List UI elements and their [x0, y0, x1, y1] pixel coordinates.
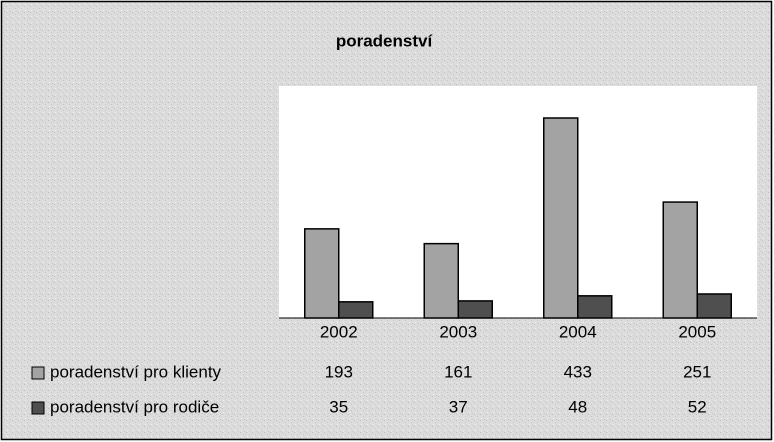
- bar: [577, 295, 613, 319]
- x-tick-label: 2002: [320, 322, 358, 341]
- bar: [543, 117, 579, 319]
- bar: [696, 293, 732, 319]
- table-value: 37: [449, 397, 468, 416]
- x-tick-label: 2003: [439, 322, 477, 341]
- table-value: 251: [683, 362, 711, 381]
- x-tick-label: 2005: [678, 322, 716, 341]
- bar: [662, 201, 698, 319]
- bar: [457, 300, 493, 319]
- legend-key: [31, 366, 45, 380]
- bar: [423, 242, 459, 319]
- bar: [338, 301, 374, 319]
- legend-label: poradenství pro rodiče: [50, 397, 219, 416]
- table-value: 48: [568, 397, 587, 416]
- table-value: 433: [564, 362, 592, 381]
- x-tick-label: 2004: [559, 322, 597, 341]
- chart-title: poradenství: [336, 31, 434, 50]
- table-value: 52: [688, 397, 707, 416]
- legend-key: [31, 401, 45, 415]
- table-value: 161: [444, 362, 472, 381]
- bar: [304, 228, 340, 319]
- legend-label: poradenství pro klienty: [50, 362, 222, 381]
- table-value: 35: [329, 397, 348, 416]
- table-value: 193: [325, 362, 353, 381]
